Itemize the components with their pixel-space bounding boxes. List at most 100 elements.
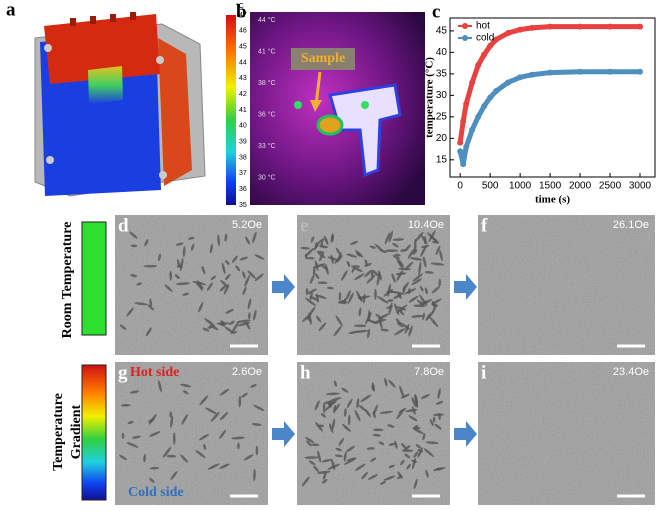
domain <box>432 413 444 417</box>
domain <box>345 445 355 453</box>
domain <box>412 249 418 255</box>
domain <box>432 416 436 423</box>
domain <box>364 269 372 278</box>
domain <box>435 467 443 471</box>
domain <box>388 230 394 243</box>
legend-marker <box>462 35 468 41</box>
domain <box>400 442 407 450</box>
domain <box>429 316 439 328</box>
domain <box>248 312 251 320</box>
domain <box>414 231 424 243</box>
data-point <box>637 23 644 30</box>
thermal-hotspots <box>294 83 402 178</box>
domain <box>314 273 320 280</box>
domain <box>395 272 407 276</box>
domain <box>386 305 394 309</box>
data-point <box>475 62 482 69</box>
domain <box>425 469 429 478</box>
domain <box>346 253 358 258</box>
domain <box>241 392 248 398</box>
domain <box>345 290 351 300</box>
series-line <box>457 69 641 167</box>
domain <box>305 247 314 257</box>
domain <box>346 260 351 268</box>
colorbar-tick: 39 <box>239 139 247 146</box>
domain <box>398 267 411 271</box>
domain <box>205 407 218 415</box>
domain <box>384 377 388 387</box>
domain <box>333 380 338 387</box>
domain <box>422 312 426 321</box>
domain <box>366 447 375 450</box>
domain <box>370 270 374 278</box>
domain <box>304 253 308 260</box>
temp-label: 36 °C <box>258 110 276 118</box>
data-point <box>469 126 476 133</box>
domain <box>356 290 363 302</box>
temp-label: 38 °C <box>258 79 276 87</box>
domain <box>166 454 177 458</box>
y-tick-label: 45 <box>436 26 448 37</box>
domain <box>224 233 228 242</box>
domain <box>311 443 320 447</box>
domain <box>164 284 173 292</box>
domain <box>131 435 142 439</box>
data-point <box>517 74 524 81</box>
domain <box>429 419 434 426</box>
domain <box>199 434 209 441</box>
y-axis-label: temperature (°C) <box>424 57 436 138</box>
domain <box>150 466 160 470</box>
data-point <box>547 23 554 30</box>
domain <box>365 312 372 325</box>
domain <box>198 301 204 313</box>
data-point <box>529 24 536 31</box>
domain <box>219 411 229 421</box>
domain <box>398 309 405 316</box>
domain <box>136 282 143 286</box>
domain <box>149 478 155 483</box>
x-tick-label: 1000 <box>509 181 532 192</box>
domain <box>318 245 329 249</box>
y-tick-label: 25 <box>436 111 448 122</box>
data-point <box>487 42 494 49</box>
arrow-head <box>310 100 322 112</box>
domain <box>415 444 422 449</box>
data-point <box>475 113 482 120</box>
domain <box>172 432 176 445</box>
domain <box>316 315 322 323</box>
domain <box>309 292 313 301</box>
domain <box>437 388 441 399</box>
domain <box>371 384 375 391</box>
domain <box>356 397 360 409</box>
domain <box>391 273 396 283</box>
domain <box>320 413 326 418</box>
domain <box>334 255 343 264</box>
domain <box>435 245 441 256</box>
domain <box>418 261 422 276</box>
domain <box>398 259 404 268</box>
colorbar-tick: 38 <box>239 154 247 161</box>
panel-label: b <box>236 1 247 22</box>
domain <box>384 249 399 252</box>
domain <box>435 400 444 405</box>
data-point <box>481 51 488 58</box>
domain <box>224 326 233 333</box>
domain <box>413 424 419 430</box>
domain <box>321 458 332 463</box>
domain <box>203 443 207 450</box>
image-label: f <box>481 215 488 236</box>
domain <box>317 424 325 428</box>
domain <box>313 465 320 473</box>
domain <box>347 414 351 426</box>
domain <box>333 404 337 414</box>
domain <box>308 460 316 466</box>
domain <box>176 282 190 286</box>
domain <box>343 451 347 462</box>
domain <box>158 380 162 393</box>
temp-label: 33 °C <box>258 142 276 150</box>
domain <box>309 306 316 315</box>
domain <box>425 313 431 321</box>
domain <box>201 265 206 275</box>
field-label: 10.4Oe <box>408 219 444 231</box>
